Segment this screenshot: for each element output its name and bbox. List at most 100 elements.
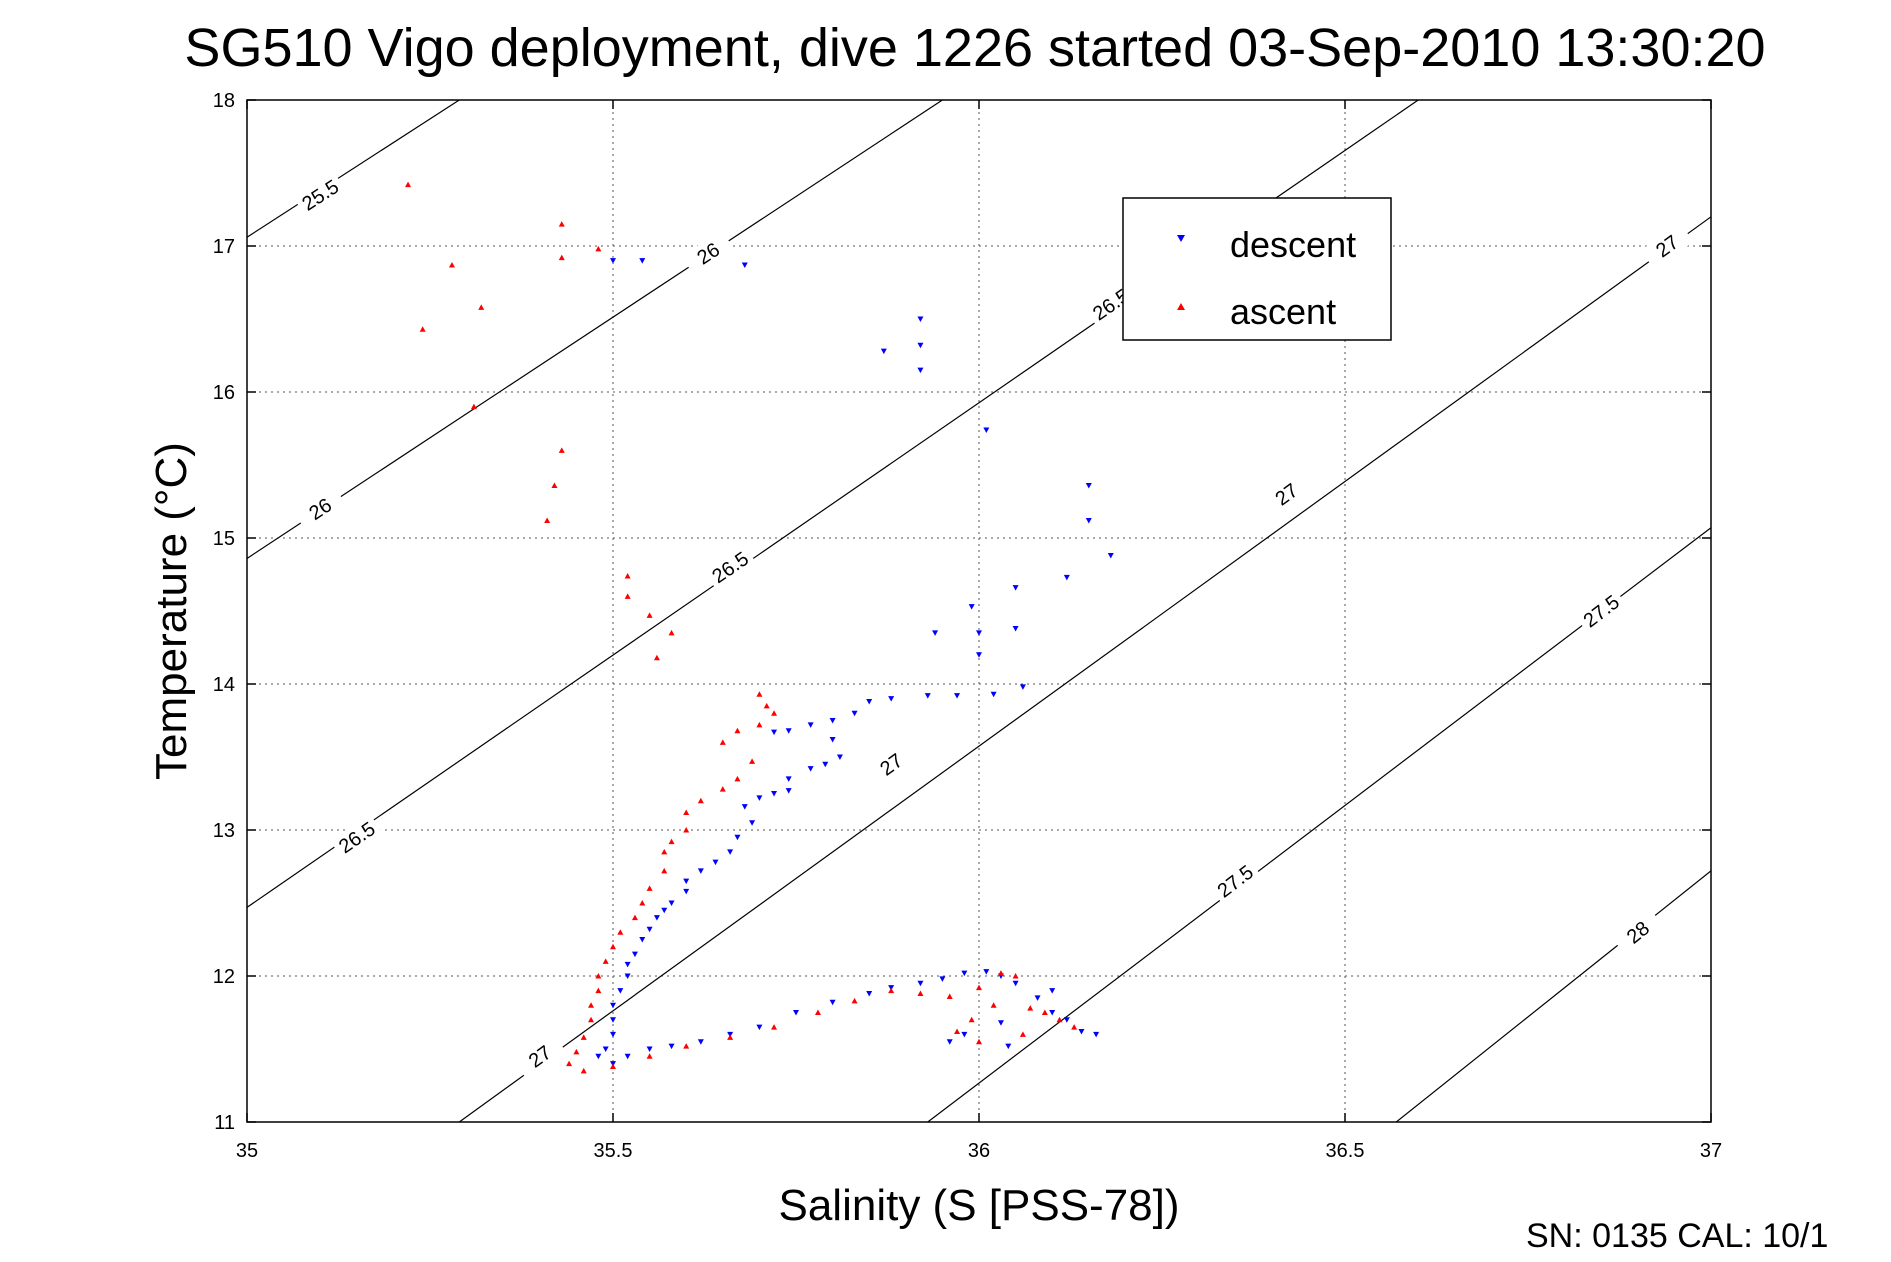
descent-point bbox=[946, 1039, 953, 1045]
descent-point bbox=[917, 367, 924, 374]
footer-serial-calibration: SN: 0135 CAL: 10/1 bbox=[1526, 1217, 1828, 1255]
ascent-point bbox=[595, 973, 602, 979]
descent-point bbox=[683, 888, 690, 895]
ascent-point bbox=[610, 943, 616, 950]
descent-point bbox=[646, 926, 653, 933]
ascent-point bbox=[946, 993, 953, 999]
descent-point bbox=[624, 961, 631, 968]
ascent-point bbox=[551, 482, 558, 488]
ascent-point bbox=[588, 1016, 595, 1023]
y-tick-label: 14 bbox=[213, 674, 235, 696]
descent-point bbox=[983, 969, 990, 975]
descent-point bbox=[997, 1020, 1004, 1026]
descent-point bbox=[1085, 517, 1092, 524]
ascent-point bbox=[617, 929, 624, 935]
ascent-point bbox=[756, 691, 763, 697]
descent-point bbox=[610, 1031, 616, 1038]
descent-point bbox=[639, 937, 646, 943]
descent-point bbox=[888, 696, 895, 702]
ascent-point bbox=[814, 1009, 821, 1015]
descent-point bbox=[1049, 1010, 1056, 1016]
descent-point bbox=[617, 988, 624, 994]
ascent-point bbox=[683, 1043, 690, 1049]
x-tick-label: 37 bbox=[1700, 1140, 1722, 1162]
descent-point bbox=[646, 1046, 653, 1052]
legend: descent ascent bbox=[1122, 197, 1392, 341]
ascent-point bbox=[470, 403, 477, 410]
descent-point bbox=[610, 1017, 616, 1023]
descent-point bbox=[771, 791, 778, 797]
density-contour-label-bg bbox=[1259, 470, 1313, 518]
ascent-point bbox=[771, 1024, 778, 1030]
descent-point bbox=[866, 699, 873, 705]
density-contour-label-bg bbox=[1574, 586, 1628, 636]
ascent-point bbox=[997, 970, 1004, 976]
ascent-point bbox=[954, 1028, 961, 1034]
y-tick-label: 17 bbox=[213, 236, 235, 258]
descent-point bbox=[976, 652, 982, 658]
ascent-point bbox=[697, 797, 704, 804]
descent-point bbox=[917, 980, 924, 987]
descent-point bbox=[756, 1024, 763, 1031]
ascent-point bbox=[719, 739, 726, 745]
descent-point bbox=[866, 991, 873, 997]
y-axis-label: Temperature (°C) bbox=[147, 442, 196, 780]
ascent-point bbox=[405, 181, 412, 188]
ascent-point bbox=[683, 809, 690, 815]
density-contour-line bbox=[927, 527, 1711, 1122]
descent-point bbox=[1012, 626, 1019, 632]
ascent-point bbox=[1071, 1024, 1078, 1030]
ascent-point bbox=[1027, 1005, 1034, 1011]
descent-point bbox=[631, 951, 638, 958]
descent-point bbox=[807, 722, 814, 728]
descent-point bbox=[1012, 980, 1019, 987]
descent-point bbox=[1085, 482, 1092, 489]
ascent-point bbox=[653, 654, 660, 661]
ascent-point bbox=[595, 987, 602, 994]
y-tick-label: 13 bbox=[213, 820, 235, 842]
descent-point bbox=[961, 1031, 968, 1038]
ascent-point bbox=[661, 867, 668, 874]
legend-descent-label: descent bbox=[1230, 224, 1356, 265]
ascent-point bbox=[727, 1034, 734, 1040]
density-contour-label-bg bbox=[513, 1032, 567, 1081]
descent-point bbox=[924, 693, 931, 699]
ascent-point bbox=[639, 900, 646, 906]
ascent-point bbox=[588, 1002, 595, 1008]
ascent-point bbox=[646, 885, 653, 891]
descent-point bbox=[932, 630, 939, 636]
descent-point bbox=[734, 834, 741, 841]
descent-point bbox=[836, 754, 843, 760]
descent-point bbox=[917, 316, 924, 322]
descent-point bbox=[741, 804, 748, 810]
ascent-point bbox=[566, 1060, 573, 1067]
descent-point bbox=[1107, 553, 1114, 559]
descent-point bbox=[741, 262, 748, 268]
x-tick-label: 36.5 bbox=[1326, 1140, 1365, 1162]
density-contour-label-bg bbox=[864, 740, 918, 789]
density-contour-line bbox=[458, 216, 1711, 1122]
descent-point bbox=[1093, 1031, 1100, 1038]
density-contour-label-bg bbox=[1640, 222, 1694, 270]
ascent-point bbox=[719, 786, 726, 792]
descent-point bbox=[602, 1046, 609, 1052]
density-contour-label-bg bbox=[1208, 857, 1262, 906]
ascent-point bbox=[595, 245, 602, 252]
ascent-point bbox=[976, 1038, 982, 1045]
descent-point bbox=[771, 729, 778, 736]
descent-point bbox=[829, 999, 836, 1006]
ascent-point bbox=[544, 517, 551, 523]
descent-point bbox=[712, 859, 719, 866]
grid-lines bbox=[247, 100, 1711, 1122]
descent-point bbox=[990, 691, 997, 698]
descent-point bbox=[756, 795, 763, 801]
descent-point bbox=[880, 348, 887, 355]
descent-point bbox=[727, 849, 734, 855]
descent-point bbox=[697, 868, 704, 874]
density-contour-line bbox=[1395, 870, 1711, 1122]
legend-box bbox=[1122, 197, 1392, 341]
descent-point bbox=[807, 766, 814, 772]
descent-point bbox=[1078, 1028, 1085, 1035]
chart-title: SG510 Vigo deployment, dive 1226 started… bbox=[184, 18, 1765, 78]
